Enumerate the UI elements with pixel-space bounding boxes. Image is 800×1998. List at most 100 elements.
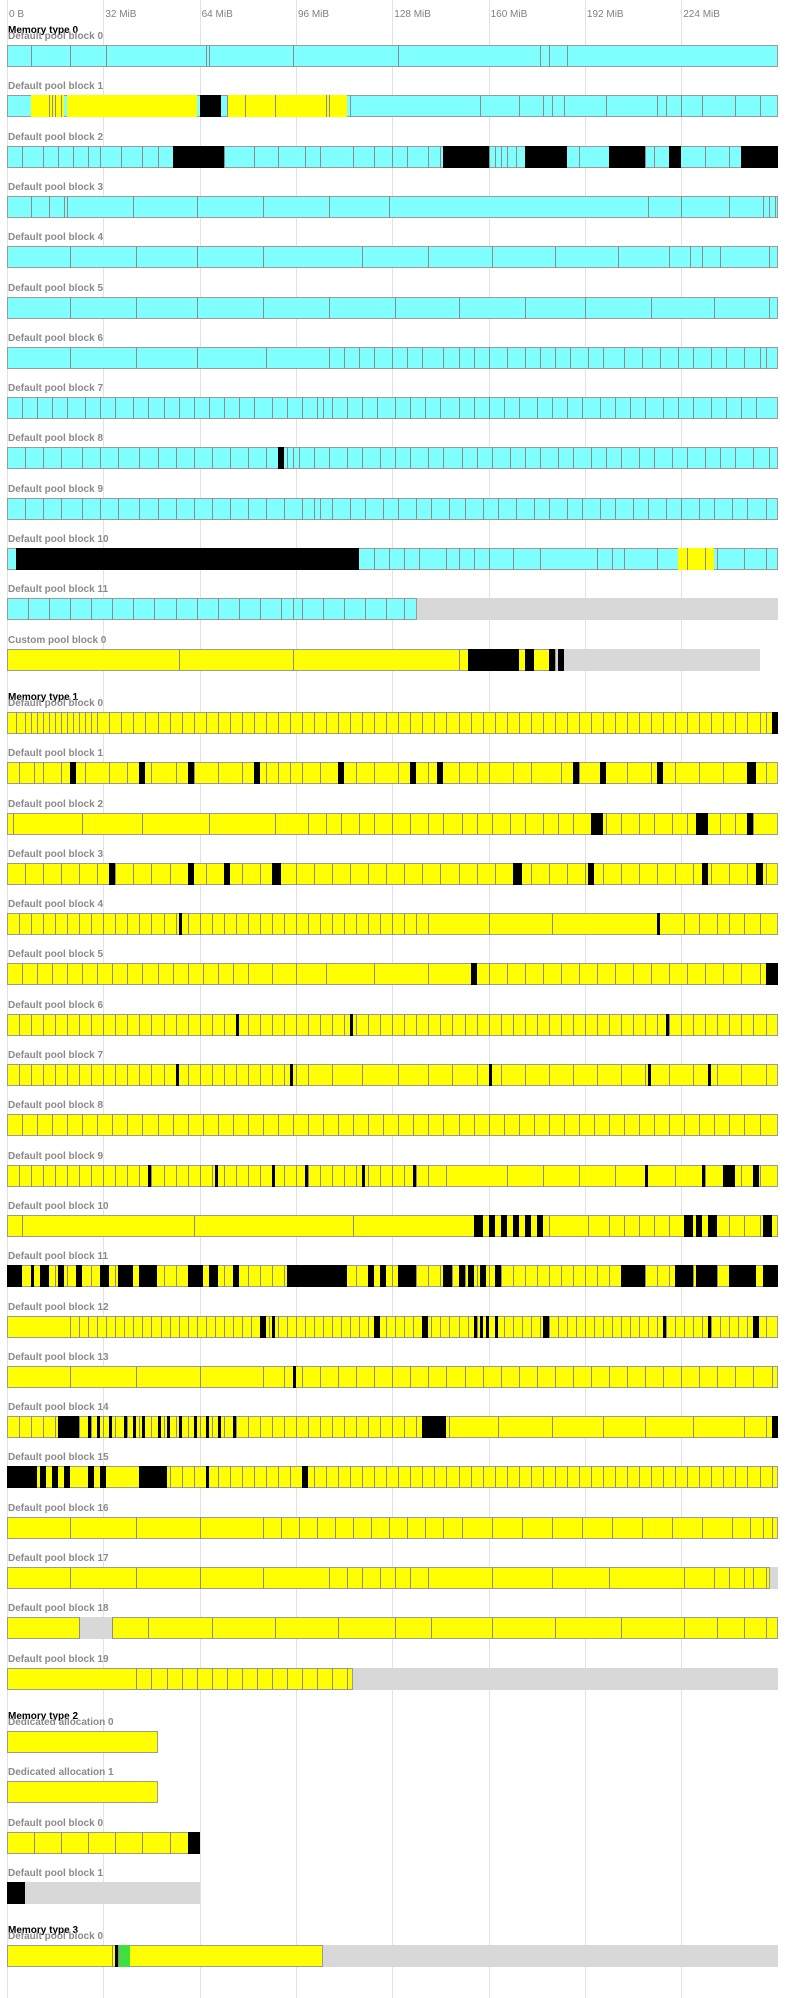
allocation-separator [578,963,580,986]
memory-block-bar[interactable] [7,1064,778,1086]
memory-block-bar[interactable] [7,598,778,621]
dense-allocations [524,145,567,168]
dense-allocations [762,1265,778,1288]
allocation-separator [431,1617,433,1640]
allocation-separator [615,397,617,420]
memory-block-bar[interactable] [7,648,760,671]
memory-block-bar[interactable] [7,497,778,520]
memory-block-bar[interactable] [7,1567,778,1589]
dense-allocations [277,447,284,470]
memory-block-bar[interactable] [7,95,778,118]
memory-block-bar[interactable] [7,1781,158,1804]
memory-block-bar[interactable] [7,346,778,369]
dense-allocations [708,1315,712,1338]
memory-block-bar[interactable] [7,1667,778,1690]
block-label: Dedicated allocation 0 [8,1716,114,1728]
allocation-separator [82,963,84,986]
dense-allocations [500,1214,507,1237]
allocation-separator [404,1013,406,1036]
dense-allocations [40,1265,50,1288]
memory-block-bar[interactable] [7,1416,778,1439]
memory-block-bar[interactable] [7,1617,778,1640]
memory-block-bar[interactable] [7,548,778,570]
allocation-separator [732,497,734,520]
memory-type-title: Memory type 1 [8,691,79,703]
allocation-separator [350,862,352,885]
allocation-separator [584,1265,586,1288]
memory-block-bar[interactable] [7,1365,778,1388]
allocation-separator [262,1567,264,1589]
allocation-separator [717,1265,719,1288]
memory-block-bar[interactable] [7,1945,778,1968]
memory-block-bar[interactable] [7,145,778,168]
dense-allocations [292,1365,296,1388]
allocation-separator [428,812,430,835]
allocation-separator [711,1466,713,1489]
memory-block-bar[interactable] [7,1013,778,1036]
memory-block-bar[interactable] [7,195,778,218]
allocation-separator [488,548,490,570]
allocation-separator [163,913,165,936]
dense-allocations [187,862,194,885]
allocation-separator [753,447,755,470]
memory-block-bar[interactable] [7,1466,778,1489]
memory-block-bar[interactable] [7,762,778,785]
memory-block-bar[interactable] [7,812,778,835]
allocation-separator [350,1466,352,1489]
allocation-separator [654,1214,656,1237]
memory-block-bar[interactable] [7,397,778,420]
allocation-separator [575,1315,577,1338]
allocation-separator [386,1315,388,1338]
memory-block-bar[interactable] [7,1315,778,1338]
allocation-separator [31,1064,33,1086]
allocation-separator [593,1114,595,1137]
dense-allocations [187,1831,200,1854]
allocation-separator [374,346,376,369]
memory-block-bar[interactable] [7,1265,778,1288]
allocation-separator [292,1114,294,1137]
memory-block-bar[interactable] [7,711,778,734]
allocation-separator [530,1315,532,1338]
memory-block-bar[interactable] [7,1164,778,1187]
block-label: Default pool block 5 [8,949,104,961]
allocation-separator [675,711,677,734]
memory-block-bar[interactable] [7,1114,778,1137]
memory-block-bar[interactable] [7,1516,778,1539]
memory-block-bar[interactable] [7,1831,200,1854]
allocation-separator [464,1365,466,1388]
allocation-separator [157,1114,159,1137]
allocation-separator [434,1466,436,1489]
allocation-separator [362,1466,364,1489]
allocation-separator [669,1013,671,1036]
allocation-separator [759,711,761,734]
allocation-separator [392,145,394,168]
allocation-separator [768,296,770,319]
allocation-separator [178,1315,180,1338]
memory-block-bar[interactable] [7,1214,778,1237]
allocation-separator [458,296,460,319]
memory-block-bar[interactable] [7,963,778,986]
allocation-separator [693,1315,695,1338]
allocation-separator [488,963,490,986]
memory-block-bar[interactable] [7,45,778,67]
memory-block-bar[interactable] [7,296,778,319]
allocation-separator [34,762,36,785]
dense-allocations [557,648,564,671]
allocation-separator [175,913,177,936]
memory-block-bar[interactable] [7,913,778,936]
allocation-separator [97,862,99,885]
allocation-separator [560,963,562,986]
dense-allocations [512,862,522,885]
memory-block-bar[interactable] [7,1881,200,1904]
memory-block-bar[interactable] [7,447,778,470]
memory-block-bar[interactable] [7,862,778,885]
allocation-separator [759,95,761,118]
allocation-separator [88,1831,90,1854]
dense-allocations [512,1214,519,1237]
dense-allocations [621,1265,646,1288]
memory-block-bar[interactable] [7,1730,158,1753]
allocation-separator [651,762,653,785]
memory-block-bar[interactable] [7,246,778,269]
dense-allocations [380,1265,387,1288]
allocation-separator [452,1013,454,1036]
